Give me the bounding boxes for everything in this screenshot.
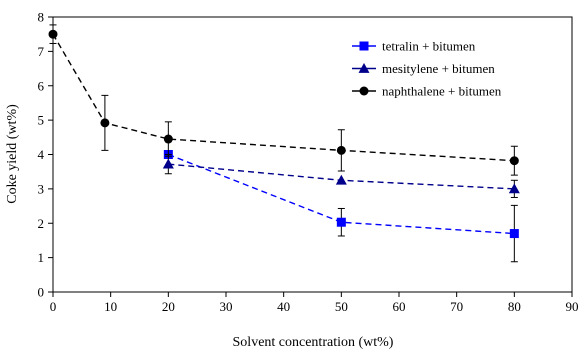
legend-label: mesitylene + bitumen bbox=[382, 61, 495, 76]
x-tick-label: 70 bbox=[450, 299, 463, 314]
legend-marker bbox=[358, 63, 370, 73]
data-point bbox=[48, 29, 58, 39]
legend-entry: tetralin + bitumen bbox=[352, 39, 476, 54]
legend: tetralin + bitumen mesitylene + bitumen na… bbox=[352, 39, 502, 99]
series-circle bbox=[48, 24, 519, 176]
x-tick-label: 0 bbox=[50, 299, 57, 314]
plot-area-frame bbox=[52, 16, 573, 293]
y-tick-label: 1 bbox=[38, 250, 45, 265]
y-tick-label: 0 bbox=[38, 285, 45, 300]
data-point bbox=[162, 158, 174, 169]
legend-marker bbox=[359, 86, 369, 96]
data-point bbox=[336, 217, 346, 227]
y-tick-label: 5 bbox=[38, 113, 45, 128]
legend-marker bbox=[359, 41, 369, 51]
y-tick-label: 8 bbox=[38, 10, 45, 25]
y-tick-label: 2 bbox=[38, 216, 45, 231]
y-tick-label: 3 bbox=[38, 181, 45, 196]
y-tick-label: 6 bbox=[38, 78, 45, 93]
legend-label: tetralin + bitumen bbox=[382, 39, 476, 54]
data-point bbox=[508, 183, 520, 194]
axes: 0 10 20 30 40 50 60 70 80 90 0 1 2 3 4 5 6 7 8 bbox=[38, 10, 579, 315]
data-point bbox=[335, 174, 347, 185]
x-tick-label: 80 bbox=[508, 299, 521, 314]
x-tick-label: 20 bbox=[162, 299, 175, 314]
x-tick-label: 50 bbox=[335, 299, 348, 314]
legend-entry: mesitylene + bitumen bbox=[352, 61, 495, 76]
x-axis-title: Solvent concentration (wt%) bbox=[233, 335, 394, 350]
data-point bbox=[163, 134, 173, 144]
y-tick-label: 4 bbox=[38, 147, 45, 162]
x-tick-label: 40 bbox=[277, 299, 290, 314]
x-tick-label: 60 bbox=[393, 299, 406, 314]
data-point bbox=[509, 229, 519, 239]
series-layer bbox=[48, 24, 520, 263]
data-point bbox=[509, 156, 519, 166]
x-tick-label: 90 bbox=[566, 299, 579, 314]
y-tick-label: 7 bbox=[38, 44, 45, 59]
x-tick-label: 10 bbox=[104, 299, 117, 314]
x-tick-label: 30 bbox=[220, 299, 233, 314]
legend-entry: naphthalene + bitumen bbox=[352, 84, 502, 99]
data-point bbox=[100, 118, 110, 128]
legend-label: naphthalene + bitumen bbox=[382, 84, 502, 99]
data-point bbox=[336, 145, 346, 155]
y-axis-title: Coke yield (wt%) bbox=[5, 104, 20, 204]
